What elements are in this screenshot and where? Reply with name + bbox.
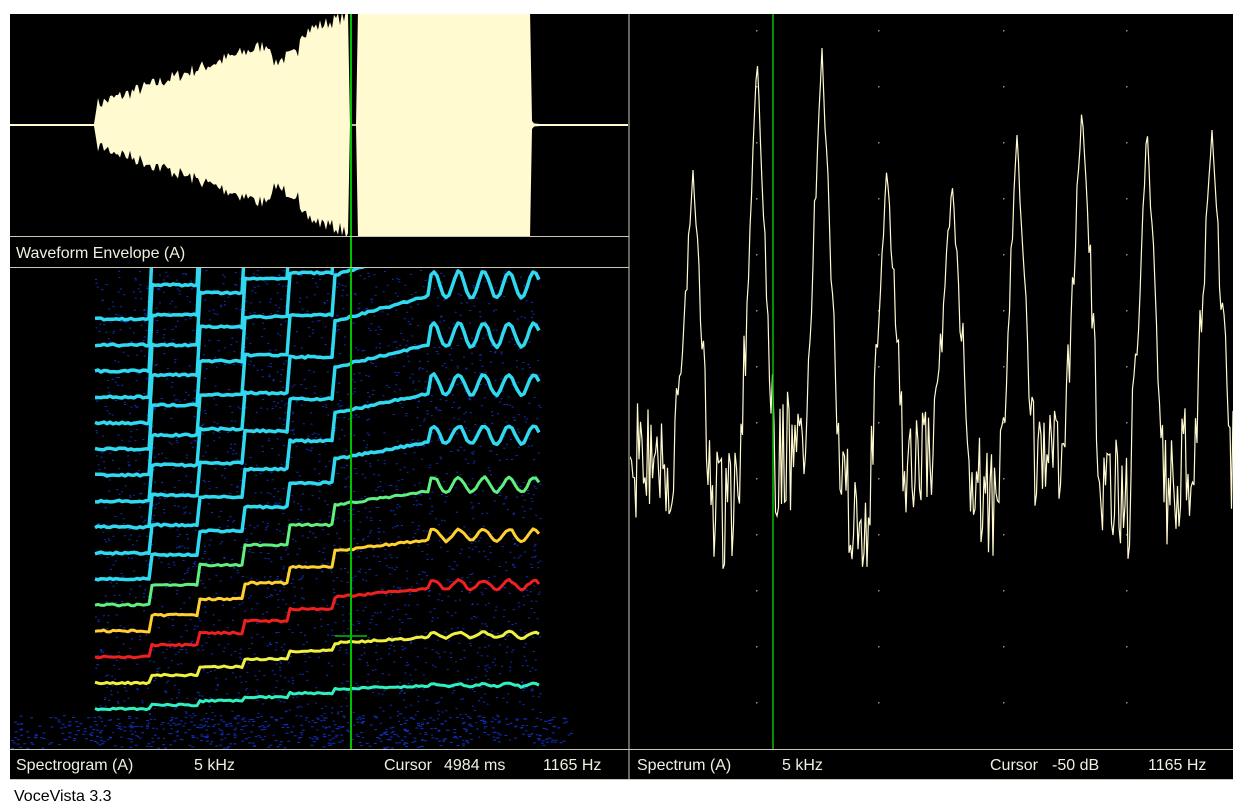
grid-dot [756, 30, 758, 32]
grid-dot [878, 422, 880, 424]
spectrum-plot [630, 30, 1233, 704]
grid-dot [1003, 366, 1005, 368]
grid-dot [1126, 198, 1128, 200]
grid-dot [1126, 646, 1128, 648]
grid-dot [756, 198, 758, 200]
cursor-label: Cursor [384, 757, 433, 774]
grid-dot [1126, 422, 1128, 424]
grid-dot [1126, 366, 1128, 368]
grid-dot [1003, 646, 1005, 648]
grid-dot [878, 198, 880, 200]
grid-dot [1126, 254, 1128, 256]
grid-dot [878, 30, 880, 32]
grid-dot [756, 702, 758, 704]
grid-dot [1126, 702, 1128, 704]
grid-dot [1003, 422, 1005, 424]
grid-dot [1126, 310, 1128, 312]
grid-dot [756, 254, 758, 256]
grid-dot [878, 702, 880, 704]
cursor-time: 4984 ms [444, 757, 505, 774]
grid-dot [878, 86, 880, 88]
cursor-freq: 1165 Hz [543, 757, 601, 774]
grid-dot [878, 646, 880, 648]
grid-dot [756, 310, 758, 312]
harmonic-track [94, 629, 540, 686]
grid-dot [878, 254, 880, 256]
spectrum-line [630, 47, 1233, 569]
grid-dot [1003, 30, 1005, 32]
grid-dot [1003, 534, 1005, 536]
cursor-freq: 1165 Hz [1148, 757, 1206, 774]
harmonic-track [94, 268, 290, 426]
harmonic-track [94, 268, 335, 452]
grid-dot [756, 422, 758, 424]
harmonic-track [94, 268, 246, 400]
harmonic-track [94, 527, 541, 634]
grid-dot [878, 478, 880, 480]
harmonic-track [94, 268, 202, 374]
grid-dot [1126, 590, 1128, 592]
grid-dot [878, 366, 880, 368]
harmonic-track [94, 268, 366, 478]
spectrogram-plot [10, 268, 573, 749]
grid-dot [1126, 142, 1128, 144]
grid-dot [1003, 142, 1005, 144]
harmonic-track [94, 268, 200, 348]
grid-dot [756, 478, 758, 480]
grid-dot [1003, 478, 1005, 480]
harmonic-track [94, 424, 541, 582]
grid-dot [756, 534, 758, 536]
harmonic-track [94, 475, 541, 608]
harmonic-track [94, 578, 541, 660]
grid-dot [1003, 590, 1005, 592]
grid-dot [1003, 702, 1005, 704]
grid-dot [878, 310, 880, 312]
panel-label: Spectrum (A) [637, 757, 731, 774]
grid-dot [756, 590, 758, 592]
grid-dot [1003, 86, 1005, 88]
grid-dot [756, 646, 758, 648]
harmonic-track [94, 372, 541, 556]
harmonic-track [94, 269, 541, 504]
harmonic-track [94, 321, 541, 530]
range-label: 5 kHz [194, 757, 235, 774]
grid-dot [878, 590, 880, 592]
waveform-plot [10, 14, 628, 236]
grid-dot [1126, 86, 1128, 88]
panel-label: Spectrogram (A) [16, 757, 133, 774]
grid-dot [1126, 30, 1128, 32]
grid-dot [878, 142, 880, 144]
range-label: 5 kHz [782, 757, 823, 774]
grid-dot [1003, 198, 1005, 200]
grid-dot [1003, 310, 1005, 312]
grid-dot [756, 366, 758, 368]
cursor-level: -50 dB [1052, 757, 1099, 774]
panel-borders [10, 14, 1233, 780]
panel-label: Waveform Envelope (A) [16, 245, 185, 262]
grid-dot [1126, 534, 1128, 536]
grid-dot [756, 142, 758, 144]
grid-dot [756, 86, 758, 88]
status-title: VoceVista 3.3 [14, 788, 112, 805]
cursor-label: Cursor [990, 757, 1039, 774]
grid-dot [1003, 254, 1005, 256]
harmonic-track [94, 681, 540, 712]
grid-dot [878, 534, 880, 536]
